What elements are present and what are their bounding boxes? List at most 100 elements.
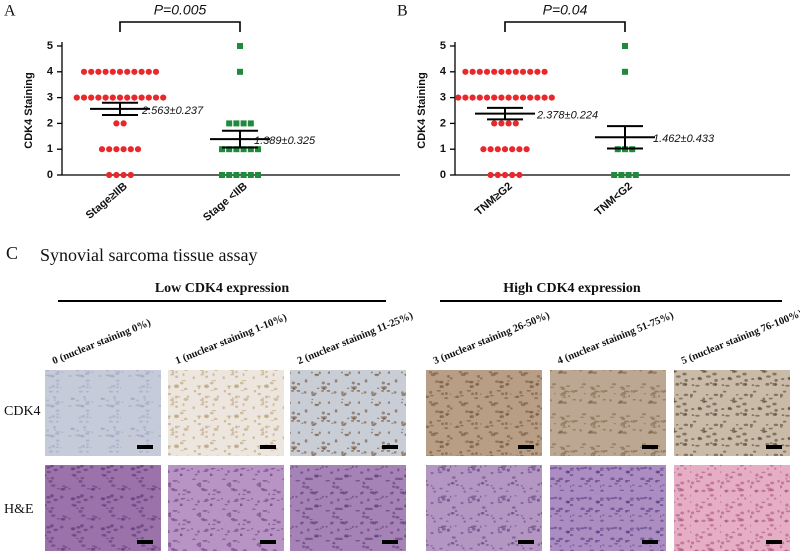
column-label: 3 (nuclear staining 26-50%): [432, 310, 552, 367]
data-dot: [501, 171, 509, 179]
x-tick-label: Stage <IIB: [201, 180, 250, 224]
data-dot: [494, 171, 501, 179]
data-dot: [152, 68, 160, 75]
data-dot: [127, 146, 134, 153]
data-dot: [124, 68, 131, 75]
data-dot: [127, 171, 134, 179]
stat-label: 2.563±0.237: [141, 105, 204, 117]
data-dot: [455, 94, 462, 101]
scale-bar: [137, 445, 153, 449]
data-dot: [491, 120, 498, 127]
data-dot: [527, 68, 534, 75]
column-label: 0 (nuclear staining 0%): [51, 317, 153, 367]
data-dot: [469, 94, 476, 101]
data-dot: [109, 94, 116, 101]
y-tick-label: 2: [440, 117, 446, 129]
micrograph: [168, 370, 284, 456]
data-dot: [462, 68, 469, 75]
column-label: 4 (nuclear staining 51-75%): [556, 310, 676, 367]
data-dot: [160, 94, 167, 101]
micrograph: [426, 465, 542, 551]
data-dot: [494, 146, 501, 153]
y-tick-label: 0: [47, 169, 53, 181]
data-dot: [106, 146, 113, 153]
data-dot: [95, 68, 102, 75]
micrograph: [168, 465, 284, 551]
data-dot: [469, 68, 476, 75]
x-tick-label: Stage≥IIB: [84, 180, 130, 221]
data-dot: [625, 172, 632, 178]
data-dot: [512, 94, 519, 101]
scale-bar: [766, 445, 782, 449]
panel-label: B: [397, 3, 408, 20]
data-dot: [505, 120, 512, 127]
data-dot: [219, 172, 225, 178]
data-dot: [491, 94, 498, 101]
data-dot: [106, 171, 113, 179]
data-dot: [476, 94, 483, 101]
y-tick-label: 1: [440, 143, 446, 155]
data-dot: [480, 146, 487, 153]
column-label: 2 (nuclear staining 11-25%): [296, 310, 415, 367]
column-label: 1 (nuclear staining 1-10%): [174, 312, 289, 367]
data-dot: [512, 68, 519, 75]
data-dot: [534, 68, 541, 75]
data-dot: [491, 68, 498, 75]
micrograph: [45, 370, 161, 456]
scale-bar: [382, 540, 398, 544]
y-tick-label: 4: [440, 66, 447, 78]
data-dot: [255, 172, 261, 178]
data-dot: [611, 172, 618, 178]
data-dot: [95, 94, 102, 101]
data-dot: [509, 171, 516, 179]
data-dot: [131, 94, 138, 101]
data-dot: [483, 94, 491, 101]
bracket: [504, 21, 626, 32]
scale-bar: [382, 445, 398, 449]
row-label: CDK4: [4, 404, 41, 419]
data-dot: [145, 94, 152, 101]
data-dot: [476, 68, 483, 75]
data-dot: [255, 146, 261, 153]
scale-bar: [518, 540, 534, 544]
y-tick-label: 3: [47, 92, 53, 104]
data-dot: [88, 94, 95, 101]
micrograph: [674, 370, 790, 456]
y-axis-label: CDK4 Staining: [416, 72, 428, 148]
p-value: P=0.04: [543, 2, 588, 18]
micrograph: [45, 465, 161, 551]
data-dot: [233, 172, 240, 178]
data-dot: [541, 68, 548, 75]
data-dot: [534, 94, 541, 101]
data-dot: [120, 171, 127, 179]
data-dot: [618, 172, 625, 178]
data-dot: [505, 68, 512, 75]
bracket: [119, 21, 241, 32]
micrograph: [550, 465, 666, 551]
scale-bar: [260, 540, 276, 544]
data-dot: [516, 146, 523, 153]
data-dot: [498, 120, 505, 127]
scale-bar: [518, 445, 534, 449]
scale-bar: [642, 540, 658, 544]
data-dot: [219, 146, 225, 153]
data-dot: [237, 68, 243, 75]
data-dot: [226, 146, 233, 153]
data-dot: [622, 68, 628, 75]
data-dot: [509, 146, 516, 153]
data-dot: [138, 94, 145, 101]
scale-bar: [260, 445, 276, 449]
data-dot: [116, 68, 124, 75]
data-dot: [512, 120, 519, 127]
y-tick-label: 1: [47, 143, 53, 155]
group-header: Low CDK4 expression: [155, 281, 290, 296]
micrograph: [674, 465, 790, 551]
micrograph: [426, 370, 542, 456]
micrograph: [290, 370, 406, 456]
y-axis-label: CDK4 Staining: [23, 72, 35, 148]
data-dot: [240, 120, 247, 127]
panel-label: C: [6, 243, 18, 263]
data-dot: [548, 94, 555, 101]
data-dot: [519, 68, 527, 75]
data-dot: [113, 120, 120, 127]
